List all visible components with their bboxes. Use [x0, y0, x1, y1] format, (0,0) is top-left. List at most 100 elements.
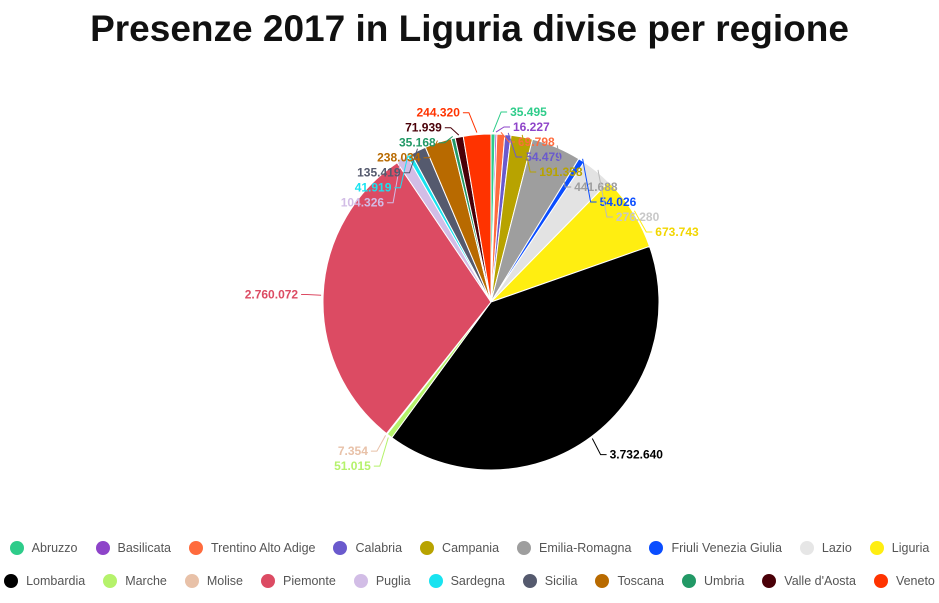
label-leader-trentino-alto-adige — [500, 131, 515, 143]
data-label-toscana: 238.034 — [377, 151, 421, 165]
label-leader-valle-d-aosta — [444, 127, 460, 136]
legend-item-molise[interactable]: Molise — [184, 574, 243, 588]
data-label-basilicata: 16.227 — [513, 120, 550, 134]
legend-swatch — [682, 574, 696, 588]
label-leader-lazio — [597, 169, 613, 218]
legend-swatch — [649, 541, 664, 555]
label-leader-campania — [521, 134, 537, 173]
label-leader-molise — [370, 435, 387, 452]
label-leader-abruzzo — [492, 111, 508, 133]
legend-item-valle-d-aosta[interactable]: Valle d'Aosta — [762, 574, 856, 588]
legend-swatch — [595, 574, 610, 588]
legend-swatch — [799, 541, 814, 555]
legend-label: Liguria — [891, 541, 930, 555]
legend-label: Lombardia — [26, 574, 86, 588]
data-label-liguria: 673.743 — [655, 225, 699, 239]
legend-swatch — [762, 574, 777, 588]
legend-label: Abruzzo — [31, 541, 78, 555]
legend-item-friuli-venezia-giulia[interactable]: Friuli Venezia Giulia — [649, 541, 782, 555]
data-label-umbria: 35.168 — [399, 136, 436, 150]
legend-swatch — [333, 541, 348, 555]
legend-swatch — [522, 574, 537, 588]
label-leader-emilia-romagna — [556, 145, 572, 188]
legend-item-piemonte[interactable]: Piemonte — [261, 574, 336, 588]
legend-item-calabria[interactable]: Calabria — [333, 541, 402, 555]
label-leader-lombardia — [591, 438, 607, 456]
data-label-valle-d-aosta: 71.939 — [405, 121, 442, 135]
legend-swatch — [184, 574, 199, 588]
data-label-emilia-romagna: 441.688 — [574, 180, 618, 194]
legend-label: Umbria — [704, 574, 745, 588]
pie-slice-lombardia[interactable] — [391, 245, 660, 471]
data-label-abruzzo: 35.495 — [510, 105, 547, 119]
legend-item-trentino-alto-adige[interactable]: Trentino Alto Adige — [189, 541, 315, 555]
label-leader-basilicata — [495, 126, 510, 133]
legend-item-liguria[interactable]: Liguria — [869, 541, 930, 555]
label-leader-veneto — [462, 112, 478, 133]
legend-label: Marche — [125, 574, 167, 588]
data-label-sardegna: 41.919 — [355, 181, 392, 195]
legend-item-lombardia[interactable]: Lombardia — [4, 574, 85, 588]
legend-item-emilia-romagna[interactable]: Emilia-Romagna — [517, 541, 631, 555]
legend-label: Piemonte — [283, 574, 336, 588]
legend-item-toscana[interactable]: Toscana — [595, 574, 664, 588]
data-label-lombardia: 3.732.640 — [610, 448, 664, 462]
legend-swatch — [261, 574, 275, 588]
legend-item-veneto[interactable]: Veneto — [873, 574, 935, 588]
data-label-molise: 7.354 — [338, 444, 368, 458]
data-label-piemonte: 2.760.072 — [245, 288, 299, 302]
label-leader-liguria — [633, 210, 653, 233]
legend-swatch — [4, 574, 19, 588]
pie-slice-veneto[interactable] — [462, 133, 492, 303]
legend-label: Friuli Venezia Giulia — [671, 541, 782, 555]
legend-label: Valle d'Aosta — [784, 574, 856, 588]
label-leader-umbria — [438, 136, 454, 144]
label-leader-puglia — [387, 157, 402, 204]
legend-swatch — [103, 574, 118, 588]
legend-label: Calabria — [355, 541, 403, 555]
legend-label: Trentino Alto Adige — [211, 541, 316, 555]
data-label-sicilia: 135.419 — [357, 166, 401, 180]
legend-swatch — [353, 574, 368, 588]
pie-slice-piemonte[interactable] — [322, 161, 492, 435]
data-label-veneto: 244.320 — [417, 106, 461, 120]
legend-label: Sicilia — [544, 574, 578, 588]
data-label-campania: 191.358 — [539, 165, 583, 179]
label-leader-friuli-venezia-giulia — [582, 158, 597, 203]
data-label-marche: 51.015 — [334, 459, 371, 473]
legend-swatch — [869, 541, 884, 555]
legend-swatch — [189, 541, 204, 555]
legend-item-umbria[interactable]: Umbria — [682, 574, 744, 588]
data-label-puglia: 104.326 — [341, 196, 385, 210]
label-leader-calabria — [507, 132, 523, 158]
legend-item-sardegna[interactable]: Sardegna — [428, 574, 505, 588]
legend-item-sicilia[interactable]: Sicilia — [522, 574, 578, 588]
legend-label: Campania — [442, 541, 500, 555]
legend-swatch — [873, 574, 888, 588]
label-leader-piemonte — [301, 294, 322, 296]
chart-title: Presenze 2017 in Liguria divise per regi… — [90, 8, 849, 49]
legend-row: Abruzzo Basilicata Trentino Alto Adige Cala… — [0, 538, 939, 558]
legend-label: Toscana — [617, 574, 664, 588]
label-leader-sardegna — [394, 153, 409, 189]
legend-item-marche[interactable]: Marche — [103, 574, 167, 588]
data-label-friuli-venezia-giulia: 54.026 — [600, 195, 637, 209]
legend-swatch — [420, 541, 435, 555]
data-label-trentino-alto-adige: 69.798 — [518, 135, 555, 149]
legend-swatch — [9, 541, 24, 555]
legend-swatch — [95, 541, 110, 555]
legend-item-abruzzo[interactable]: Abruzzo — [9, 541, 78, 555]
legend-item-puglia[interactable]: Puglia — [353, 574, 411, 588]
pie-chart: 35.49516.22769.79854.479191.358441.68854… — [245, 105, 699, 473]
legend-label: Emilia-Romagna — [539, 541, 632, 555]
legend-swatch — [517, 541, 532, 555]
legend-label: Puglia — [375, 574, 411, 588]
legend-swatch — [428, 574, 443, 588]
legend-label: Sardegna — [450, 574, 505, 588]
label-leader-toscana — [423, 140, 438, 159]
legend-row: Lombardia Marche Molise Piemonte Puglia Sarde… — [0, 571, 939, 591]
legend-label: Lazio — [821, 541, 852, 555]
legend-item-basilicata[interactable]: Basilicata — [95, 541, 171, 555]
legend-item-lazio[interactable]: Lazio — [799, 541, 852, 555]
legend-item-campania[interactable]: Campania — [420, 541, 499, 555]
